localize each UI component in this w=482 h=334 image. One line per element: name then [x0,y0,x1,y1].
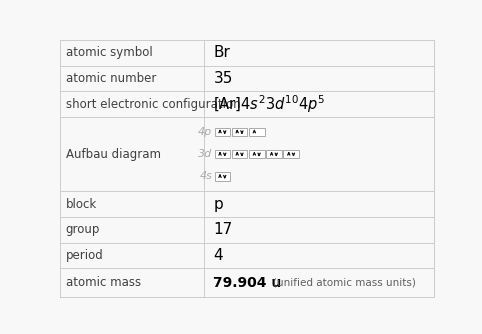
Bar [214,150,230,158]
Text: Aufbau diagram: Aufbau diagram [66,148,161,161]
Text: $\rm [Ar]4\mathit{s}^{2}3\mathit{d}^{10}4\mathit{p}^{5}$: $\rm [Ar]4\mathit{s}^{2}3\mathit{d}^{10}… [214,93,326,115]
Bar [249,128,265,136]
Text: 3d: 3d [198,149,212,159]
Text: 4s: 4s [200,171,212,181]
Text: (unified atomic mass units): (unified atomic mass units) [273,278,416,288]
Bar [283,150,299,158]
Bar [266,150,282,158]
Bar [249,150,265,158]
Bar [232,128,247,136]
Text: atomic number: atomic number [66,72,156,85]
Bar [232,150,247,158]
Text: Br: Br [214,45,230,60]
Text: 4p: 4p [198,127,212,137]
Text: atomic symbol: atomic symbol [66,46,153,59]
Text: 17: 17 [214,222,233,237]
Text: 79.904 u: 79.904 u [214,276,281,290]
Bar [214,172,230,180]
Text: p: p [214,196,223,211]
Text: atomic mass: atomic mass [66,276,141,289]
Text: block: block [66,197,97,210]
Bar [214,128,230,136]
Text: 4: 4 [214,248,223,263]
Text: 35: 35 [214,71,233,86]
Text: short electronic configuration: short electronic configuration [66,98,241,111]
Text: period: period [66,249,104,262]
Text: group: group [66,223,100,236]
